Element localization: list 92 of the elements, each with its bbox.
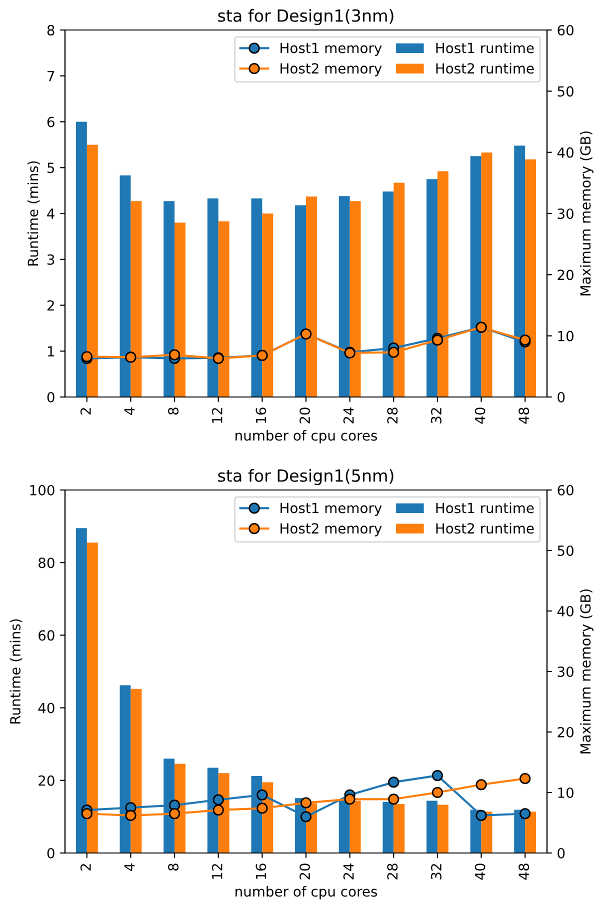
y-tick-label: 100 bbox=[30, 484, 54, 496]
x-tick-label: 20 bbox=[300, 864, 310, 880]
point bbox=[388, 776, 400, 788]
point bbox=[81, 808, 92, 820]
point bbox=[388, 346, 400, 358]
x-tick-label: 40 bbox=[474, 408, 486, 424]
bar bbox=[426, 800, 438, 853]
y-tick-label: 20 bbox=[38, 775, 54, 786]
y-tick-label: 80 bbox=[38, 558, 54, 568]
y-axis-title: Runtime (mins) bbox=[10, 619, 22, 724]
y-tick-label: 60 bbox=[38, 630, 54, 641]
y-tick-label: 8 bbox=[47, 24, 54, 36]
legend-label: Host2 memory bbox=[280, 523, 382, 536]
y-tick-label: 40 bbox=[38, 702, 54, 714]
y-tick-label: 0 bbox=[47, 392, 54, 402]
x-tick-label: 4 bbox=[124, 864, 135, 871]
point bbox=[125, 810, 136, 822]
legend-label: Host2 memory bbox=[280, 63, 382, 76]
y2-tick-label: 30 bbox=[558, 666, 574, 677]
point bbox=[256, 802, 268, 814]
point bbox=[344, 794, 356, 805]
point bbox=[520, 773, 531, 784]
x-tick-label: 32 bbox=[430, 864, 442, 880]
chart-title: sta for Design1(5nm) bbox=[218, 469, 394, 486]
chart-title: sta for Design1(3nm) bbox=[218, 9, 394, 26]
x-tick-label: 20 bbox=[300, 408, 310, 424]
y2-axis-title: Maximum memory (GB) bbox=[580, 131, 594, 296]
point bbox=[256, 789, 268, 800]
y2-tick-label: 0 bbox=[558, 848, 565, 858]
x-tick-label: 48 bbox=[518, 408, 530, 424]
point bbox=[476, 779, 487, 790]
y-tick-label: 3 bbox=[48, 254, 54, 265]
legend-label: Host1 runtime bbox=[436, 502, 534, 514]
y2-tick-label: 60 bbox=[558, 484, 574, 496]
legend-label: Host1 runtime bbox=[436, 42, 534, 54]
y-tick-label: 0 bbox=[47, 848, 54, 858]
x-tick-label: 8 bbox=[168, 864, 179, 871]
y2-tick-label: 0 bbox=[558, 392, 565, 402]
x-tick-label: 40 bbox=[474, 864, 486, 880]
y2-tick-label: 20 bbox=[558, 726, 574, 738]
x-tick-label: 4 bbox=[124, 408, 135, 415]
x-tick-label: 16 bbox=[256, 408, 266, 423]
point bbox=[476, 810, 487, 822]
y-tick-label: 5 bbox=[48, 162, 54, 174]
point bbox=[432, 786, 444, 798]
y2-tick-label: 30 bbox=[558, 208, 574, 219]
y-tick-label: 6 bbox=[47, 116, 54, 128]
point bbox=[520, 808, 531, 820]
point bbox=[168, 808, 180, 820]
y2-tick-label: 40 bbox=[557, 606, 574, 616]
x-tick-label: 24 bbox=[343, 408, 354, 424]
x-tick-label: 2 bbox=[80, 864, 91, 871]
y2-tick-label: 10 bbox=[558, 787, 574, 798]
legend-label: Host2 runtime bbox=[436, 62, 534, 74]
bar bbox=[295, 205, 306, 397]
x-axis-title: number of cpu cores bbox=[236, 886, 378, 900]
x-tick-label: 8 bbox=[168, 408, 179, 415]
point bbox=[300, 811, 312, 822]
legend-label: Host1 memory bbox=[280, 42, 382, 56]
y2-tick-label: 40 bbox=[557, 147, 574, 158]
y2-tick-label: 10 bbox=[558, 330, 574, 342]
y2-tick-label: 50 bbox=[558, 86, 574, 97]
y2-tick-label: 60 bbox=[558, 24, 574, 36]
x-tick-label: 2 bbox=[80, 408, 91, 415]
x-tick-label: 12 bbox=[212, 408, 222, 423]
point bbox=[212, 804, 224, 816]
y-axis-title: Runtime (mins) bbox=[27, 161, 40, 266]
bar bbox=[437, 804, 448, 853]
x-tick-label: 28 bbox=[387, 408, 398, 424]
x-tick-label: 12 bbox=[212, 864, 222, 879]
bar bbox=[525, 812, 536, 853]
x-tick-label: 48 bbox=[518, 864, 530, 880]
y2-tick-label: 20 bbox=[558, 270, 574, 280]
y-tick-label: 7 bbox=[48, 71, 54, 82]
bar bbox=[382, 802, 394, 853]
y2-tick-label: 50 bbox=[558, 545, 574, 556]
y-tick-label: 2 bbox=[47, 300, 54, 311]
y-tick-label: 1 bbox=[48, 346, 54, 356]
legend-label: Host1 memory bbox=[280, 502, 382, 516]
point bbox=[388, 794, 400, 805]
point bbox=[432, 770, 444, 782]
x-tick-label: 16 bbox=[256, 864, 266, 879]
point bbox=[212, 794, 224, 806]
x-axis-title: number of cpu cores bbox=[236, 430, 378, 444]
y2-axis-title: Maximum memory (GB) bbox=[580, 589, 594, 754]
point bbox=[168, 349, 180, 360]
legend-label: Host2 runtime bbox=[436, 522, 534, 534]
x-tick-label: 28 bbox=[387, 864, 398, 880]
x-tick-label: 32 bbox=[430, 408, 442, 424]
point bbox=[300, 797, 312, 808]
x-tick-label: 24 bbox=[343, 864, 354, 880]
y-tick-label: 4 bbox=[47, 208, 54, 219]
